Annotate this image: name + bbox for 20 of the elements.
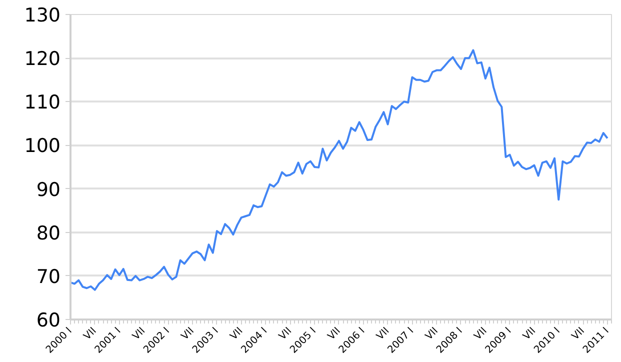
- y-tick-label: 100: [24, 135, 60, 158]
- x-tick-label: VII: [570, 326, 587, 342]
- y-tick-label: 60: [36, 310, 61, 332]
- x-tick-label: VII: [228, 326, 246, 342]
- x-tick-label: VII: [374, 326, 392, 342]
- y-tick-label: 80: [36, 222, 61, 244]
- x-tick-label: VII: [277, 326, 294, 342]
- x-tick-label: VII: [326, 326, 343, 342]
- x-tick-label: VII: [472, 326, 490, 342]
- y-tick-label: 120: [24, 48, 60, 70]
- line-series: [70, 49, 608, 291]
- y-tick-label: 70: [36, 266, 61, 288]
- y-tick-label: 110: [24, 92, 60, 114]
- x-tick-label: VII: [521, 326, 538, 342]
- y-tick-label: 130: [24, 4, 60, 26]
- x-tick-label: VII: [82, 326, 99, 342]
- x-tick-label: VII: [424, 326, 440, 342]
- x-tick-label: VII: [130, 326, 148, 342]
- x-tick-label: VII: [180, 326, 196, 342]
- y-tick-label: 90: [36, 178, 61, 201]
